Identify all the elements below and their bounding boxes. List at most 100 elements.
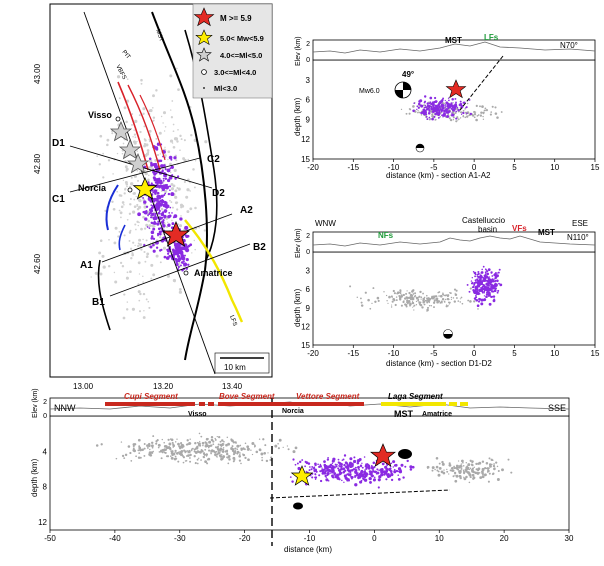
aftershock-event [494,279,497,282]
background-event [160,190,163,192]
background-event [138,452,141,455]
aftershock-event [297,466,301,471]
background-event [377,299,380,302]
background-event [371,302,373,305]
background-event [230,447,233,451]
aftershock-event [319,470,322,473]
aftershock-event [162,177,165,180]
aftershock-event [335,465,338,468]
background-event [187,450,191,454]
background-event [462,465,465,467]
background-event [480,111,483,114]
aftershock-event [363,475,367,479]
section-a-topography [312,41,596,54]
laga-segment-label: Laga Segment [388,392,443,401]
aftershock-event [354,470,357,473]
section-d-topography [312,235,596,247]
background-event [419,290,422,294]
aftershock-event [155,246,159,249]
background-event [176,201,179,204]
x-tick-label: -15 [348,349,360,358]
aftershock-event [488,285,491,287]
background-event [225,452,229,456]
aftershock-event [411,465,415,469]
background-event [410,298,413,301]
background-event [184,460,187,462]
background-event [458,466,461,468]
background-event [131,210,136,214]
background-event [136,150,138,152]
background-event [148,306,151,309]
x-tick-label: 10 [550,349,559,358]
background-event [148,174,150,177]
background-event [190,133,193,137]
aftershock-event [440,99,444,103]
aftershock-event [153,177,158,182]
aftershock-event [340,462,343,466]
aftershock-event [476,273,479,276]
aftershock-event [456,106,459,109]
aftershock-event [455,110,458,113]
background-event [186,188,190,192]
background-event [143,144,147,148]
aftershock-event [304,465,306,468]
aftershock-event [476,289,478,291]
background-event [125,120,128,124]
background-event [234,441,237,444]
aftershock-event [319,464,322,468]
aftershock-event [457,108,460,112]
aftershock-event [377,478,381,482]
aftershock-event [417,102,421,106]
aftershock-event [346,464,350,468]
aftershock-event [338,478,341,481]
background-event [183,180,186,184]
background-event [145,255,149,259]
longitudinal-section: Cupi Segment Bove Segment Vettore Segmen… [30,388,574,554]
aftershock-event [363,470,367,474]
aftershock-event [152,199,156,203]
background-event [454,293,458,296]
background-event [175,457,178,460]
background-event [261,459,264,462]
aftershock-event [143,210,148,215]
aftershock-event [424,104,427,107]
background-event [152,116,156,119]
background-event [122,142,125,145]
background-event [169,162,172,166]
x-tick-label: -10 [388,349,400,358]
aftershock-event [474,273,477,276]
aftershock-event [348,470,350,473]
background-event [477,308,479,310]
aftershock-event [450,104,453,107]
background-event [251,442,255,445]
aftershock-event [311,476,314,479]
background-event [129,247,133,250]
aftershock-event [344,475,347,478]
background-event [437,473,441,477]
background-event [128,231,131,234]
background-event [185,195,189,199]
aftershock-event [428,116,431,119]
background-event [287,448,290,451]
background-event [167,158,169,161]
aftershock-event [441,106,444,109]
background-event [466,102,469,105]
background-event [137,290,141,294]
background-event [360,301,363,304]
background-event [467,463,471,467]
background-event [124,453,128,457]
background-event [172,123,175,126]
aftershock-event [344,469,347,472]
background-event [138,238,142,242]
aftershock-event [176,254,181,258]
aftershock-event [477,270,480,274]
aftershock-event [409,468,413,471]
background-event [460,469,462,472]
background-event [207,457,211,461]
aftershock-event [335,473,340,477]
background-event [143,250,146,254]
aftershock-event [152,249,156,253]
aftershock-event [157,211,161,215]
aftershock-event [378,469,380,472]
background-event [216,455,218,458]
